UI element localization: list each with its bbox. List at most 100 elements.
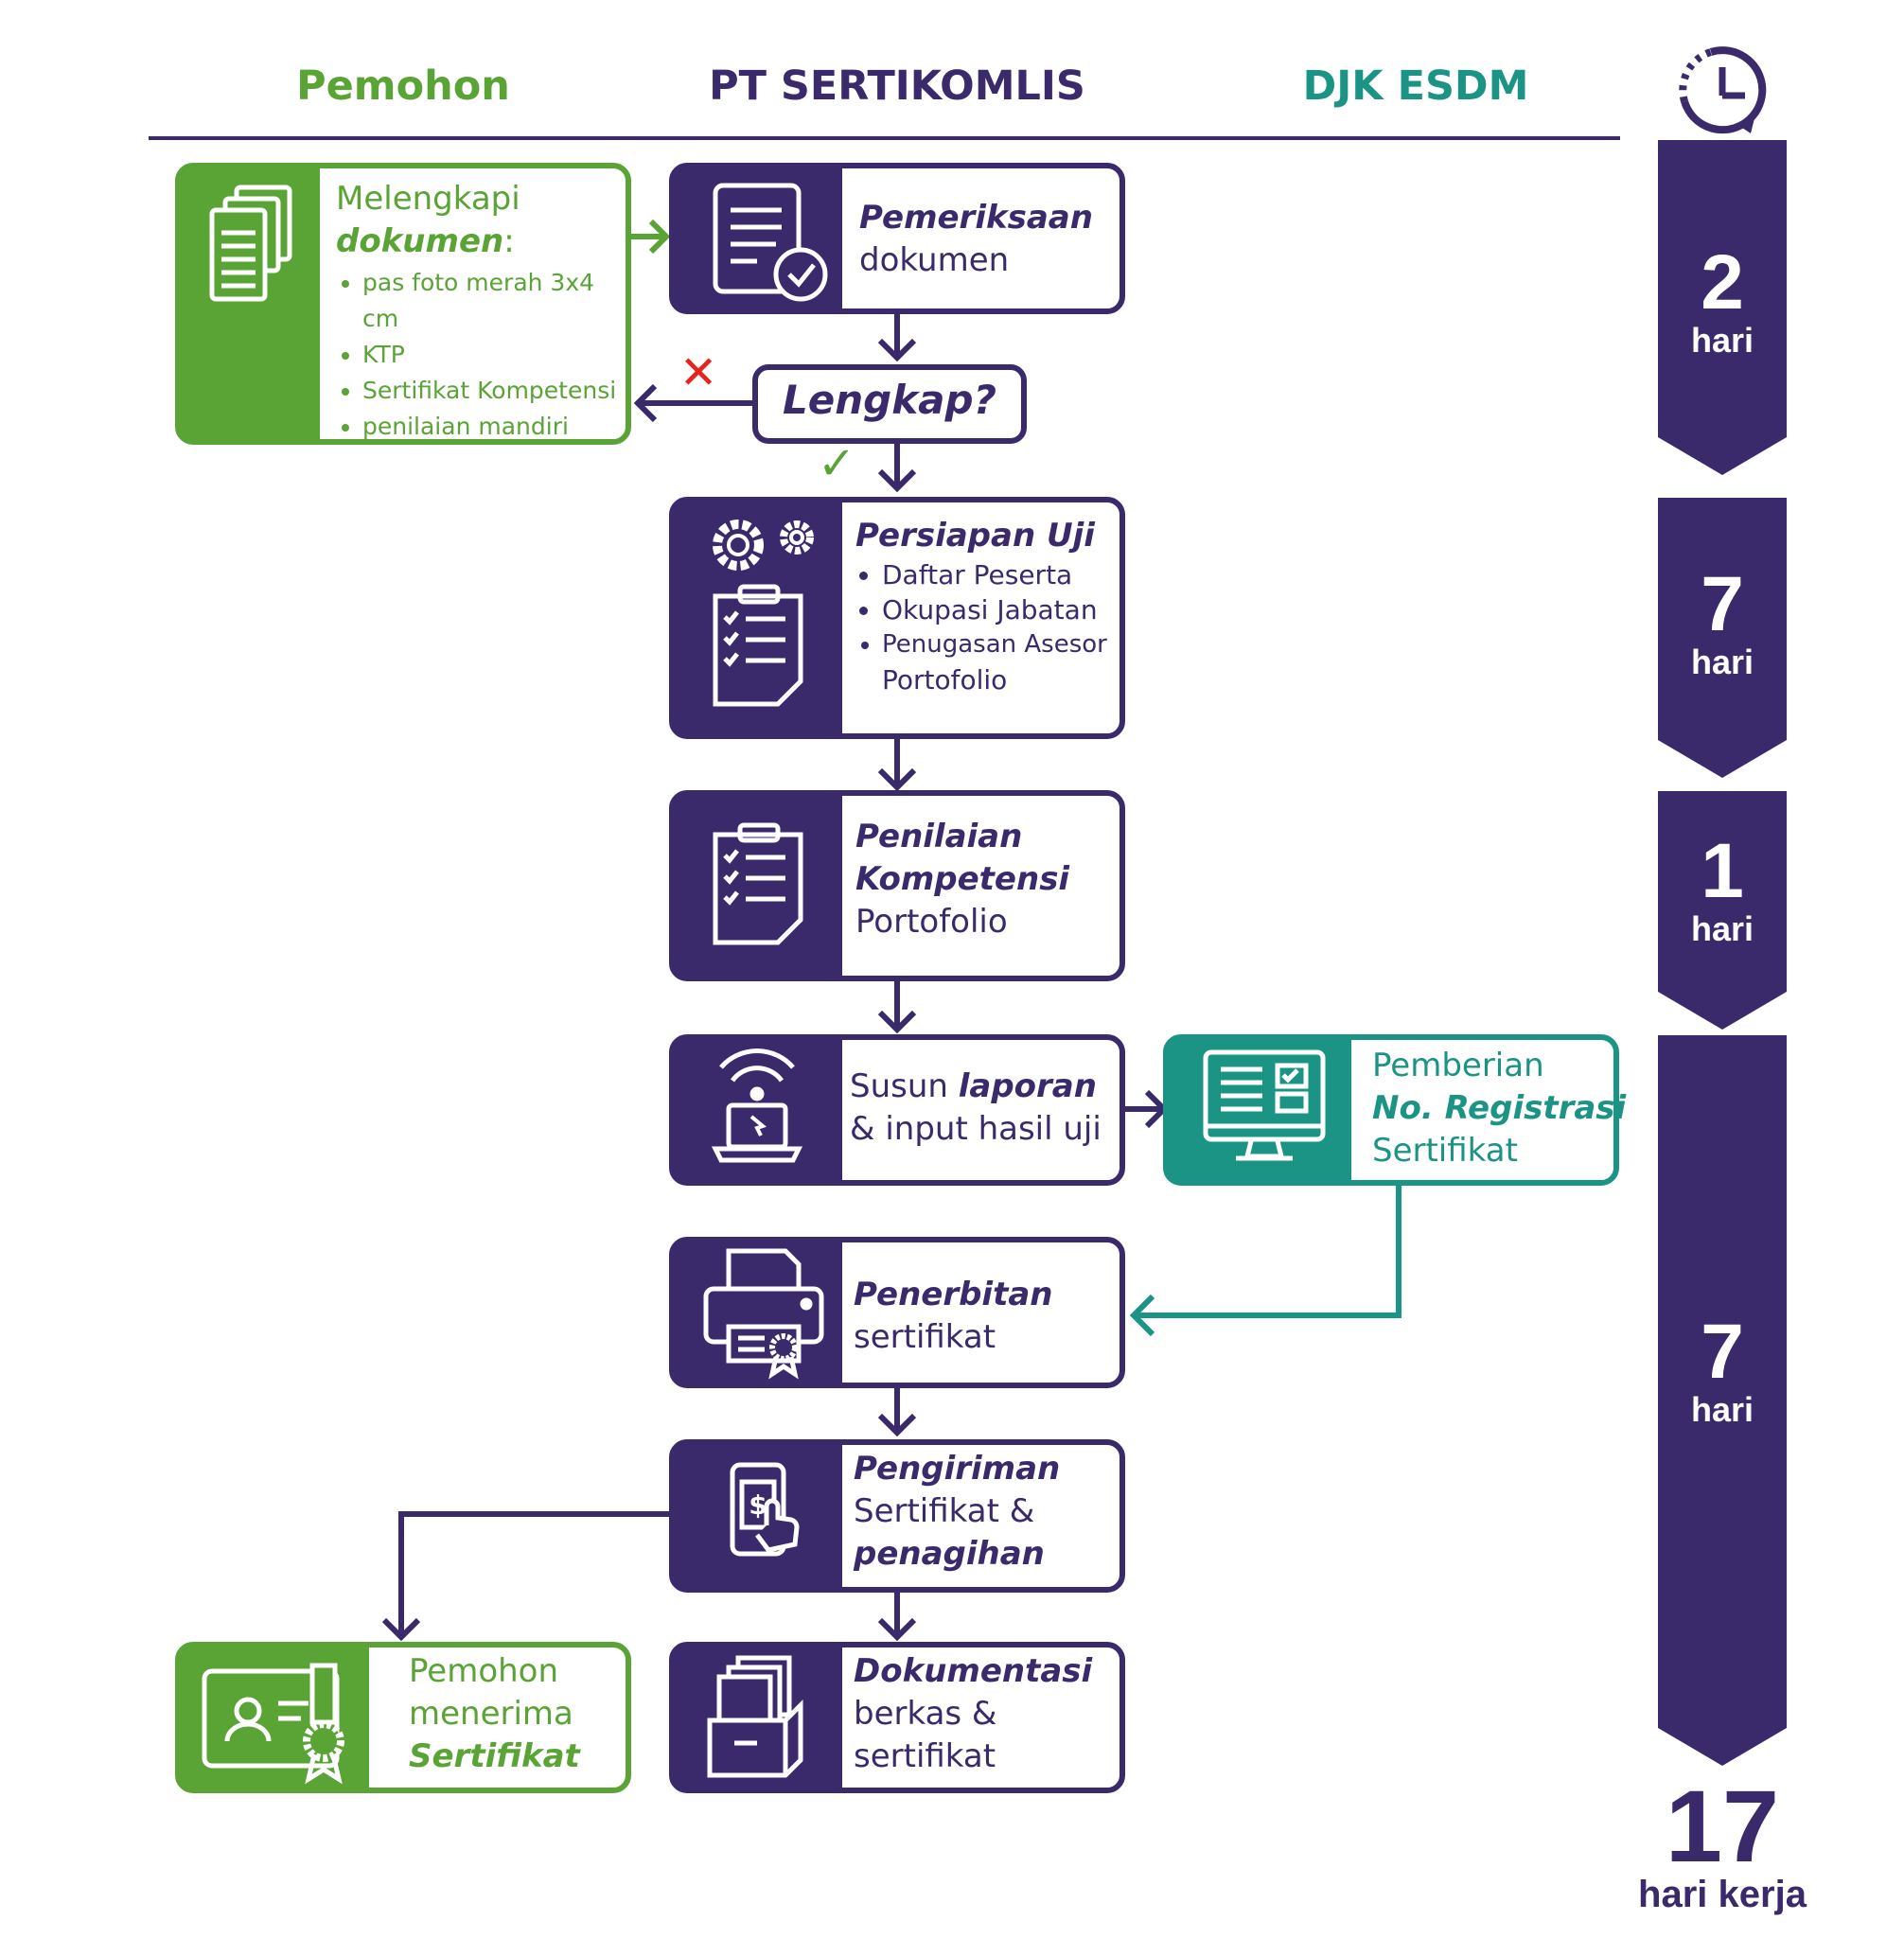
timeline-segment-1 [1658,140,1787,475]
timeline-label-1: 2 hari [1658,244,1787,360]
timeline-label-2: 7 hari [1658,566,1787,681]
timeline-label-3: 1 hari [1658,833,1787,948]
susun-emph: laporan [958,1067,1097,1105]
menerima-text: Pemohon menerima Sertifikat [409,1650,580,1778]
penerbitan-line1: Penerbitan [854,1276,1053,1313]
step-dokumentasi [669,1642,1125,1793]
persiapan-list: Daftar Peserta Okupasi Jabatan Penugasan… [855,557,1120,662]
pemeriksaan-text: Pemeriksaan dokumen [859,197,1093,282]
list-item: Okupasi Jabatan [882,592,1120,627]
melengkapi-colon: : [503,222,515,260]
timeline-unit: hari [1690,1390,1754,1429]
penilaian-line1: Penilaian [855,818,1023,855]
persiapan-title: Persiapan Uji [855,517,1095,555]
timeline-unit: hari [1690,909,1754,948]
clock-icon [1679,46,1767,134]
timeline-segment-4 [1658,1035,1787,1766]
dokumentasi-line2: berkas & [854,1695,997,1733]
dokumentasi-text: Dokumentasi berkas & sertifikat [854,1650,1092,1778]
arrow-registration [1136,1183,1402,1318]
penilaian-line3: Portofolio [855,903,1008,941]
arrow-delivery [398,1511,672,1637]
column-header-pemohon: Pemohon [296,62,510,110]
pengiriman-line3: penagihan [854,1535,1045,1573]
persiapan-text: Persiapan Uji Daftar Peserta Okupasi Jab… [855,515,1120,697]
menerima-line3: Sertifikat [409,1737,580,1775]
penilaian-text: Penilaian Kompetensi Portofolio [855,816,1069,943]
step-pengiriman: $ [669,1439,1125,1593]
step-penerbitan [669,1237,1125,1388]
yes-mark-icon: ✓ [818,437,856,490]
pengiriman-text: Pengiriman Sertifikat & penagihan [854,1448,1060,1576]
step-persiapan [669,497,1125,739]
timeline-total: 17 hari kerja [1609,1769,1836,1916]
pemeriksaan-line1: Pemeriksaan [859,199,1093,237]
timeline-value: 1 [1701,828,1744,914]
decision-lengkap [752,364,1027,444]
gears-icon [713,520,814,571]
document-check-icon [713,183,828,302]
step-pemberian [1163,1034,1619,1186]
timeline-segment-2 [1658,498,1787,778]
penilaian-line2: Kompetensi [855,860,1070,898]
penerbitan-text: Penerbitan sertifikat [854,1274,1053,1359]
susun-line2: & input hasil uji [850,1110,1102,1148]
pemberian-line3: Sertifikat [1372,1132,1518,1170]
timeline-unit: hari [1690,321,1754,360]
timeline-value: 2 [1701,239,1744,326]
timeline-value: 7 [1701,1309,1744,1395]
column-header-pt-sertikomlis: PT SERTIKOMLIS [709,62,1085,110]
melengkapi-text: Melengkapi dokumen: pas foto merah 3x4 c… [336,178,620,445]
step-menerima [175,1642,631,1793]
printer-certificate-icon [703,1248,824,1380]
monitor-icon [1203,1049,1326,1161]
menerima-line1: Pemohon [409,1652,559,1690]
column-header-djk-esdm: DJK ESDM [1302,62,1529,110]
pengiriman-line1: Pengiriman [854,1450,1061,1488]
persiapan-extra: Portofolio [882,664,1008,696]
step-penilaian [669,790,1125,981]
susun-prefix: Susun [850,1067,959,1105]
archive-box-icon [707,1655,803,1778]
susun-text: Susun laporan & input hasil uji [850,1066,1102,1151]
certificate-id-icon [202,1663,344,1785]
list-item: Penugasan Asesor [882,627,1120,662]
step-melengkapi [175,163,631,445]
penerbitan-line2: sertifikat [854,1318,996,1356]
melengkapi-line2: dokumen: [336,220,620,263]
timeline-label-4: 7 hari [1658,1313,1787,1429]
dollar-icon: $ [749,1489,767,1521]
timeline-total-value: 17 [1665,1769,1780,1883]
timeline-segment-3 [1658,791,1787,1030]
documents-icon [209,185,292,302]
melengkapi-emph: dokumen [336,222,504,260]
decision-label: Lengkap? [783,377,996,423]
list-item: penilaian mandiri [362,409,620,445]
timeline-value: 7 [1701,561,1744,647]
list-item: Sertifikat Kompetensi [362,373,620,409]
clipboard-checklist-icon [713,584,803,707]
menerima-line2: menerima [409,1695,573,1733]
susun-line1: Susun laporan [850,1066,1102,1108]
no-mark-icon: ✕ [679,346,718,399]
timeline-total-unit: hari kerja [1638,1874,1807,1915]
list-item: pas foto merah 3x4 cm [362,265,620,337]
laptop-wifi-icon [711,1048,803,1163]
list-item: Daftar Peserta [882,557,1120,592]
melengkapi-line1: Melengkapi [336,180,520,218]
pemeriksaan-line2: dokumen [859,241,1010,279]
melengkapi-list: pas foto merah 3x4 cm KTP Sertifikat Kom… [336,265,620,445]
dokumentasi-line1: Dokumentasi [854,1652,1093,1690]
step-susun-laporan [669,1034,1125,1186]
mobile-payment-icon [730,1462,800,1557]
pengiriman-line2: Sertifikat & [854,1492,1035,1530]
clipboard-checklist-icon [713,822,803,945]
step-pemeriksaan [669,163,1125,314]
pemberian-line1: Pemberian [1372,1047,1544,1084]
list-item: KTP [362,337,620,373]
pemberian-text: Pemberian No. Registrasi Sertifikat [1372,1045,1626,1172]
dokumentasi-line3: sertifikat [854,1737,996,1775]
timeline-unit: hari [1690,643,1754,681]
pemberian-line2: No. Registrasi [1372,1089,1627,1127]
